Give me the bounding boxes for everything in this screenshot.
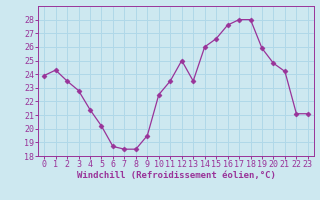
X-axis label: Windchill (Refroidissement éolien,°C): Windchill (Refroidissement éolien,°C) [76,171,276,180]
